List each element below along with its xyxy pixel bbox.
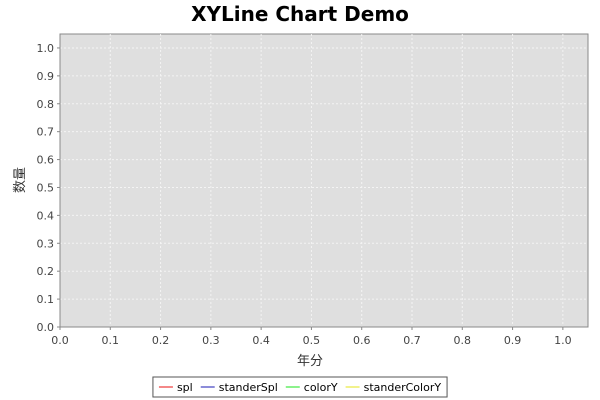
x-tick-label: 1.0 — [554, 334, 572, 347]
chart-title: XYLine Chart Demo — [191, 2, 409, 26]
y-tick-label: 0.0 — [37, 321, 55, 334]
x-tick-label: 0.3 — [202, 334, 220, 347]
legend-label: standerSpl — [219, 381, 278, 394]
x-tick-label: 0.5 — [303, 334, 321, 347]
x-tick-label: 0.9 — [504, 334, 522, 347]
legend-label: standerColorY — [364, 381, 442, 394]
legend-label: spl — [177, 381, 193, 394]
x-tick-label: 0.4 — [252, 334, 270, 347]
y-tick-label: 0.7 — [37, 126, 55, 139]
legend: spl standerSpl colorY standerColorY — [152, 376, 448, 398]
x-axis-ticks: 0.0 0.1 0.2 0.3 0.4 0.5 0.6 0.7 0.8 0.9 1.0 — [51, 327, 572, 347]
y-tick-label: 0.5 — [37, 181, 55, 194]
y-axis-label: 数量 — [13, 167, 28, 193]
y-axis-ticks: 0.0 0.1 0.2 0.3 0.4 0.5 0.6 0.7 0.8 0.9 1.0 — [37, 42, 60, 334]
y-tick-label: 0.6 — [37, 154, 55, 167]
x-tick-label: 0.6 — [353, 334, 371, 347]
x-tick-label: 0.7 — [403, 334, 421, 347]
y-tick-label: 0.3 — [37, 237, 55, 250]
y-tick-label: 1.0 — [37, 42, 55, 55]
plot-area — [59, 33, 589, 328]
y-tick-label: 0.1 — [37, 293, 55, 306]
y-tick-label: 0.9 — [37, 70, 55, 83]
legend-label: colorY — [304, 381, 338, 394]
legend-box — [152, 376, 448, 398]
y-tick-label: 0.2 — [37, 265, 55, 278]
x-tick-label: 0.0 — [51, 334, 69, 347]
y-tick-label: 0.8 — [37, 98, 55, 111]
x-axis-label: 年分 — [297, 354, 323, 369]
x-tick-label: 0.8 — [454, 334, 472, 347]
x-tick-label: 0.2 — [152, 334, 170, 347]
y-tick-label: 0.4 — [37, 209, 55, 222]
x-tick-label: 0.1 — [102, 334, 120, 347]
